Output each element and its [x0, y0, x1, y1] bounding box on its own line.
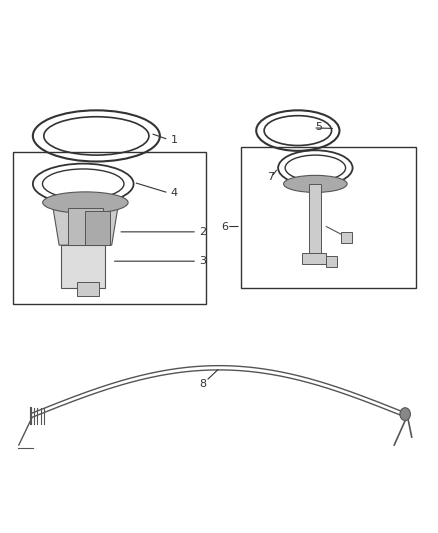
Bar — [68, 208, 103, 245]
Bar — [341, 232, 352, 243]
Bar — [85, 211, 110, 245]
Text: 1: 1 — [171, 135, 178, 144]
Bar — [302, 253, 326, 264]
Text: 4: 4 — [171, 188, 178, 198]
Text: 3: 3 — [199, 256, 206, 266]
Bar — [61, 245, 105, 288]
Ellipse shape — [42, 192, 128, 213]
Circle shape — [400, 408, 410, 421]
Bar — [77, 282, 99, 296]
Ellipse shape — [284, 175, 347, 192]
Bar — [326, 256, 337, 266]
Text: 6: 6 — [222, 222, 229, 231]
Text: 8: 8 — [199, 379, 206, 389]
Text: 2: 2 — [199, 227, 206, 237]
Text: 5: 5 — [315, 122, 322, 132]
Bar — [309, 184, 321, 256]
Text: 7: 7 — [267, 172, 274, 182]
Polygon shape — [53, 205, 118, 245]
